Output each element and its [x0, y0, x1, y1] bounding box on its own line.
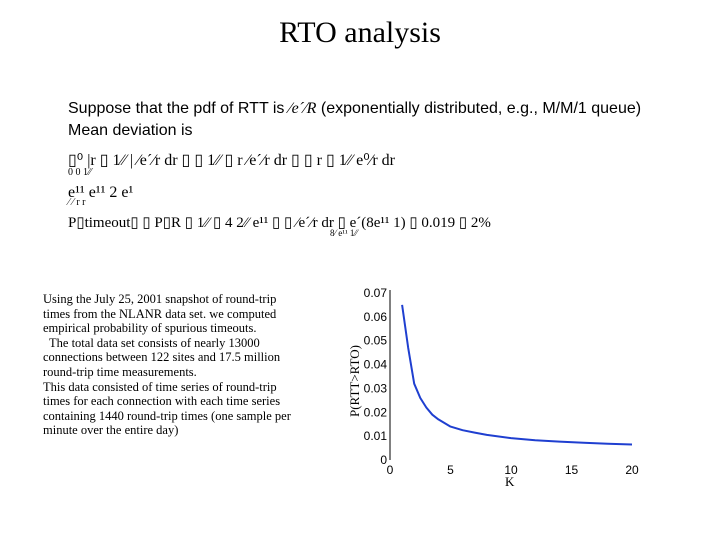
x-tick-label: 20: [625, 463, 639, 477]
y-ticks: 0 0.01 0.02 0.03 0.04 0.05 0.06 0.07: [364, 286, 388, 467]
x-tick-label: 5: [447, 463, 454, 477]
y-tick-label: 0.06: [364, 310, 388, 324]
y-tick-label: 0: [380, 453, 387, 467]
equation-mean-deviation-result-denominators: ⁄ ⁄ r r: [68, 197, 86, 208]
description-line: containing 1440 round-trip times (one sa…: [43, 408, 291, 423]
equation-mean-deviation-limits: 0 0 1⁄⁄: [68, 167, 92, 178]
bullet-text-distribution: (exponentially distributed, e.g., M/M/1 …: [320, 100, 642, 117]
description-line: connections between 122 sites and 17.5 m…: [43, 350, 281, 365]
timeout-probability-chart: 0 0.01 0.02 0.03 0.04 0.05 0.06 0.07 0 5 10 15 20: [364, 286, 639, 477]
description-line: minute over the entire day): [43, 423, 179, 438]
equation-timeout-limits: 8⁄ e¹¹ 1⁄⁄: [330, 228, 358, 238]
y-tick-label: 0.04: [364, 358, 388, 372]
description-line: times for each connection with each time…: [43, 394, 281, 409]
description-line: This data consisted of time series of ro…: [43, 379, 277, 394]
description-line: round-trip time measurements.: [43, 364, 197, 379]
equation-timeout-probability: P▯timeout▯ ▯ P▯R ▯ 1⁄⁄ ▯ 4 2⁄⁄ e¹¹ ▯ ▯ ⁄…: [68, 215, 491, 231]
x-tick-label: 10: [504, 463, 518, 477]
bullet-text-pdf: Suppose that the pdf of RTT is: [68, 100, 285, 117]
x-tick-label: 0: [387, 463, 394, 477]
x-tick-label: 15: [565, 463, 579, 477]
pdf-symbol: ⁄e´⁄R: [288, 100, 317, 117]
description-line: empirical probability of spurious timeou…: [43, 321, 257, 336]
x-axis-label: K: [505, 474, 515, 489]
bullet-line-mean-deviation: Mean deviation is: [68, 122, 193, 139]
equation-mean-deviation-result: e¹¹ e¹¹ 2 e¹: [68, 184, 134, 201]
bullet-line-pdf: Suppose that the pdf of RTT is ⁄e´⁄R (ex…: [68, 100, 641, 118]
x-ticks: 0 5 10 15 20: [387, 463, 639, 477]
y-tick-label: 0.07: [364, 286, 388, 300]
equation-mean-deviation: ▯⁰ |r ▯ 1⁄⁄ | ⁄e´⁄r dr ▯ ▯ 1⁄⁄ ▯ r ⁄e´⁄r…: [68, 152, 395, 169]
y-tick-label: 0.01: [364, 429, 388, 443]
y-axis-label: P(RTT>RTO): [347, 345, 362, 417]
description-paragraph: Using the July 25, 2001 snapshot of roun…: [43, 292, 323, 438]
description-line: The total data set consists of nearly 13…: [43, 335, 260, 350]
y-tick-label: 0.05: [364, 334, 388, 348]
description-line: Using the July 25, 2001 snapshot of roun…: [43, 292, 277, 306]
y-tick-label: 0.03: [364, 381, 388, 395]
description-line: times from the NLANR data set. we comput…: [43, 306, 277, 321]
series-lines: [401, 304, 633, 446]
slide-title: RTO analysis: [279, 16, 441, 49]
y-tick-label: 0.02: [364, 405, 388, 419]
series-line: [401, 304, 633, 446]
